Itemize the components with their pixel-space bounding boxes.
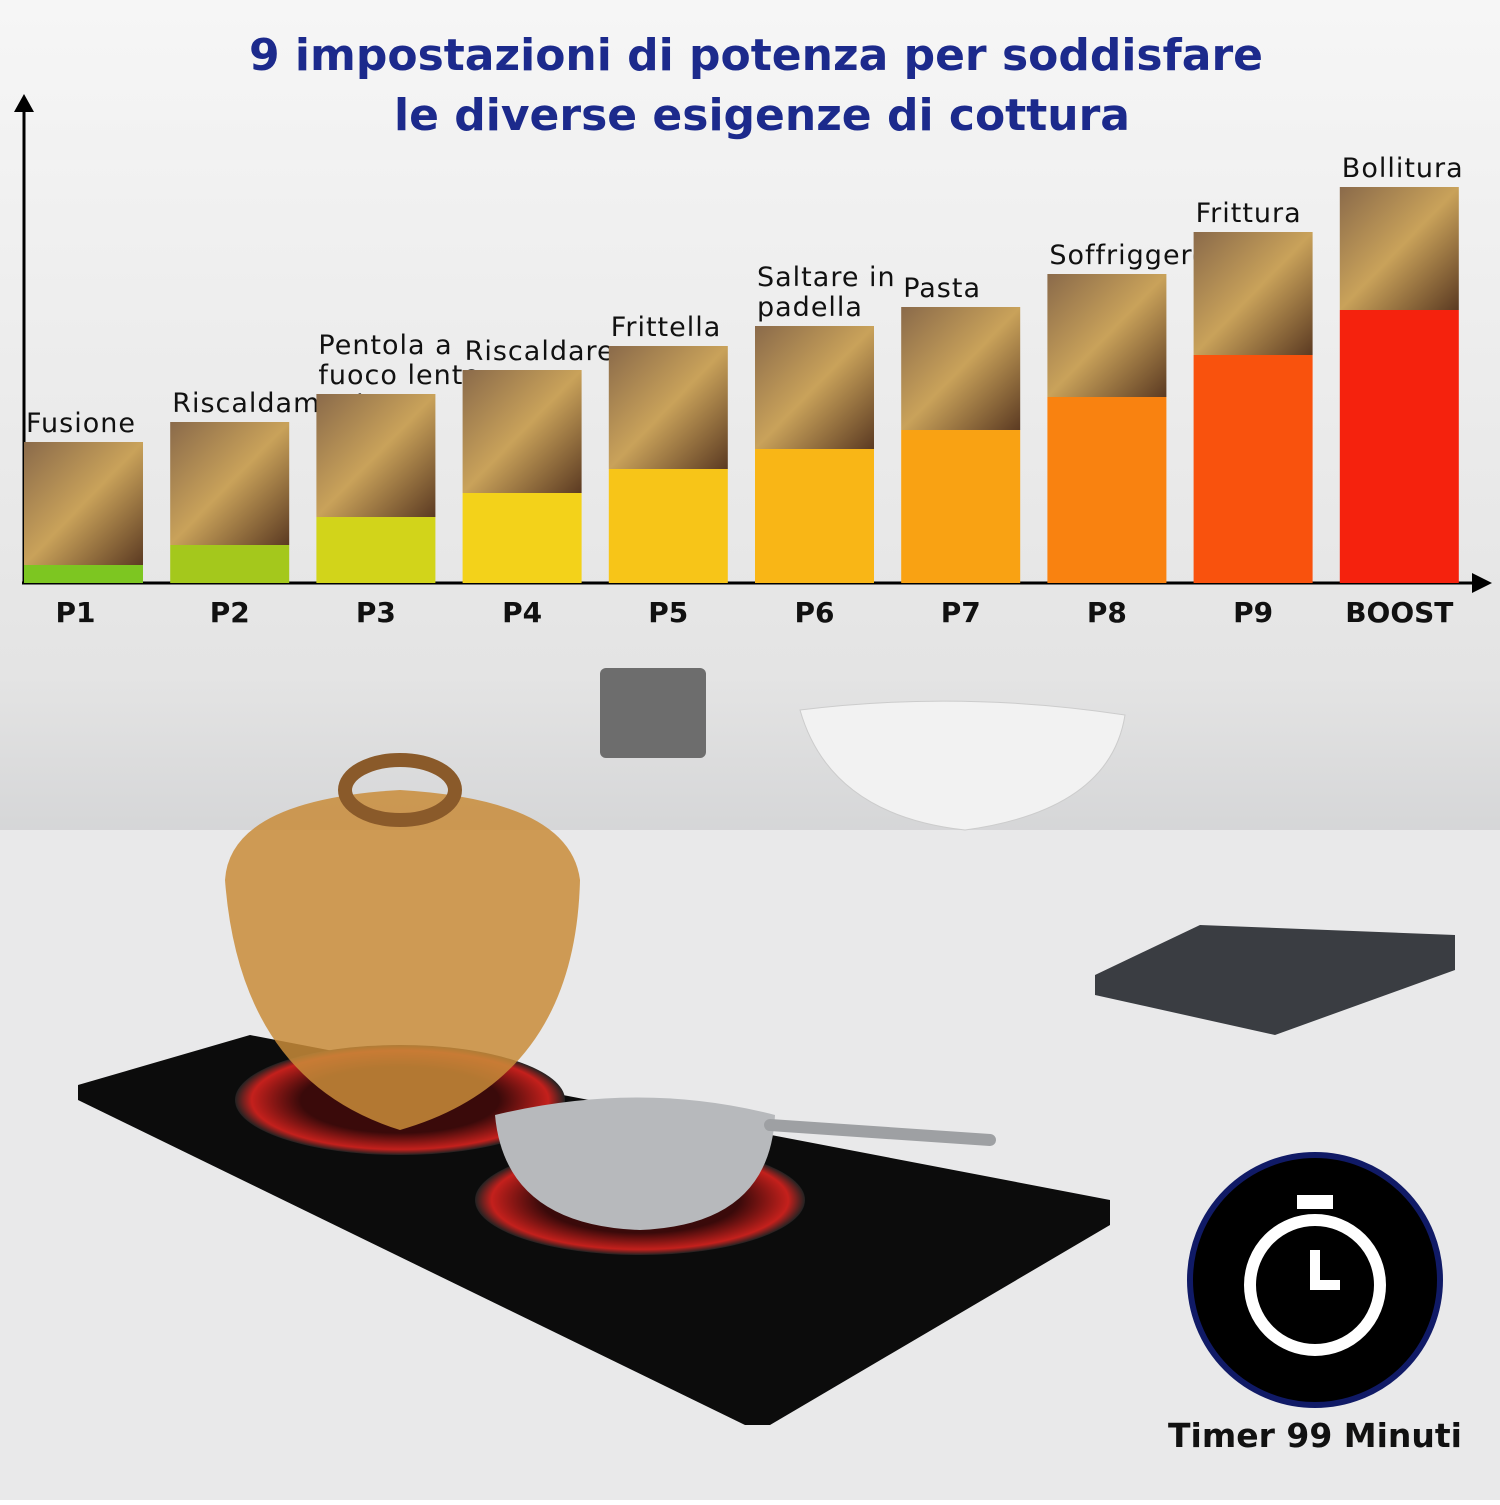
timer-icon (1297, 1195, 1333, 1209)
bowl (799, 700, 1126, 831)
x-tick-label: P5 (648, 596, 688, 629)
timer-icon (1244, 1214, 1386, 1356)
chart-title: le diverse esigenze di cottura (394, 90, 1130, 141)
bar (462, 493, 582, 583)
bar-label: Soffriggere (1049, 240, 1209, 271)
pan-handle (764, 1119, 996, 1146)
food-photo (170, 422, 290, 545)
bar (755, 449, 874, 583)
x-tick-label: P9 (1233, 596, 1273, 629)
bar (316, 517, 436, 583)
bar (1339, 310, 1459, 583)
food-photo (24, 442, 143, 565)
pot-handle (338, 753, 462, 827)
glass-pot (225, 790, 580, 1130)
bar (1193, 355, 1313, 583)
x-tick-label: P8 (1087, 596, 1127, 629)
food-photo (462, 370, 582, 493)
x-tick-label: P7 (941, 596, 981, 629)
socket (600, 668, 706, 758)
axis-arrow (1472, 573, 1492, 593)
axis-arrow (14, 94, 34, 112)
bar-label: Fusione (26, 408, 136, 439)
stone-board (1095, 925, 1455, 1035)
bar (901, 430, 1021, 583)
food-photo (1047, 274, 1167, 397)
x-tick-label: P6 (794, 596, 834, 629)
x-tick-label: BOOST (1345, 596, 1453, 629)
timer-icon (1310, 1250, 1340, 1290)
bar-label: padella (757, 292, 863, 323)
x-tick-label: P3 (356, 596, 396, 629)
bar-label: Pasta (903, 273, 981, 304)
bar-label: Frittella (611, 312, 722, 343)
chart-title: 9 impostazioni di potenza per soddisfare (249, 30, 1263, 81)
bar (170, 545, 290, 583)
bar-label: Frittura (1196, 198, 1302, 229)
bar-label: Pentola a (318, 330, 452, 361)
food-photo (755, 326, 874, 449)
bar (24, 565, 143, 583)
food-photo (608, 346, 728, 469)
x-tick-label: P1 (55, 596, 95, 629)
bar (1047, 397, 1167, 583)
food-photo (1193, 232, 1313, 355)
bar-label: Bollitura (1342, 153, 1464, 184)
food-photo (1339, 187, 1459, 310)
pan (495, 1097, 775, 1230)
bar-label: Riscaldare (465, 336, 615, 367)
food-photo (316, 394, 436, 517)
timer-label: Timer 99 Minuti (1168, 1416, 1462, 1455)
food-photo (901, 307, 1021, 430)
x-tick-label: P2 (210, 596, 250, 629)
bar (608, 469, 728, 583)
x-tick-label: P4 (502, 596, 542, 629)
bar-label: Saltare in (757, 262, 896, 293)
bar-label: fuoco lento (318, 360, 480, 391)
